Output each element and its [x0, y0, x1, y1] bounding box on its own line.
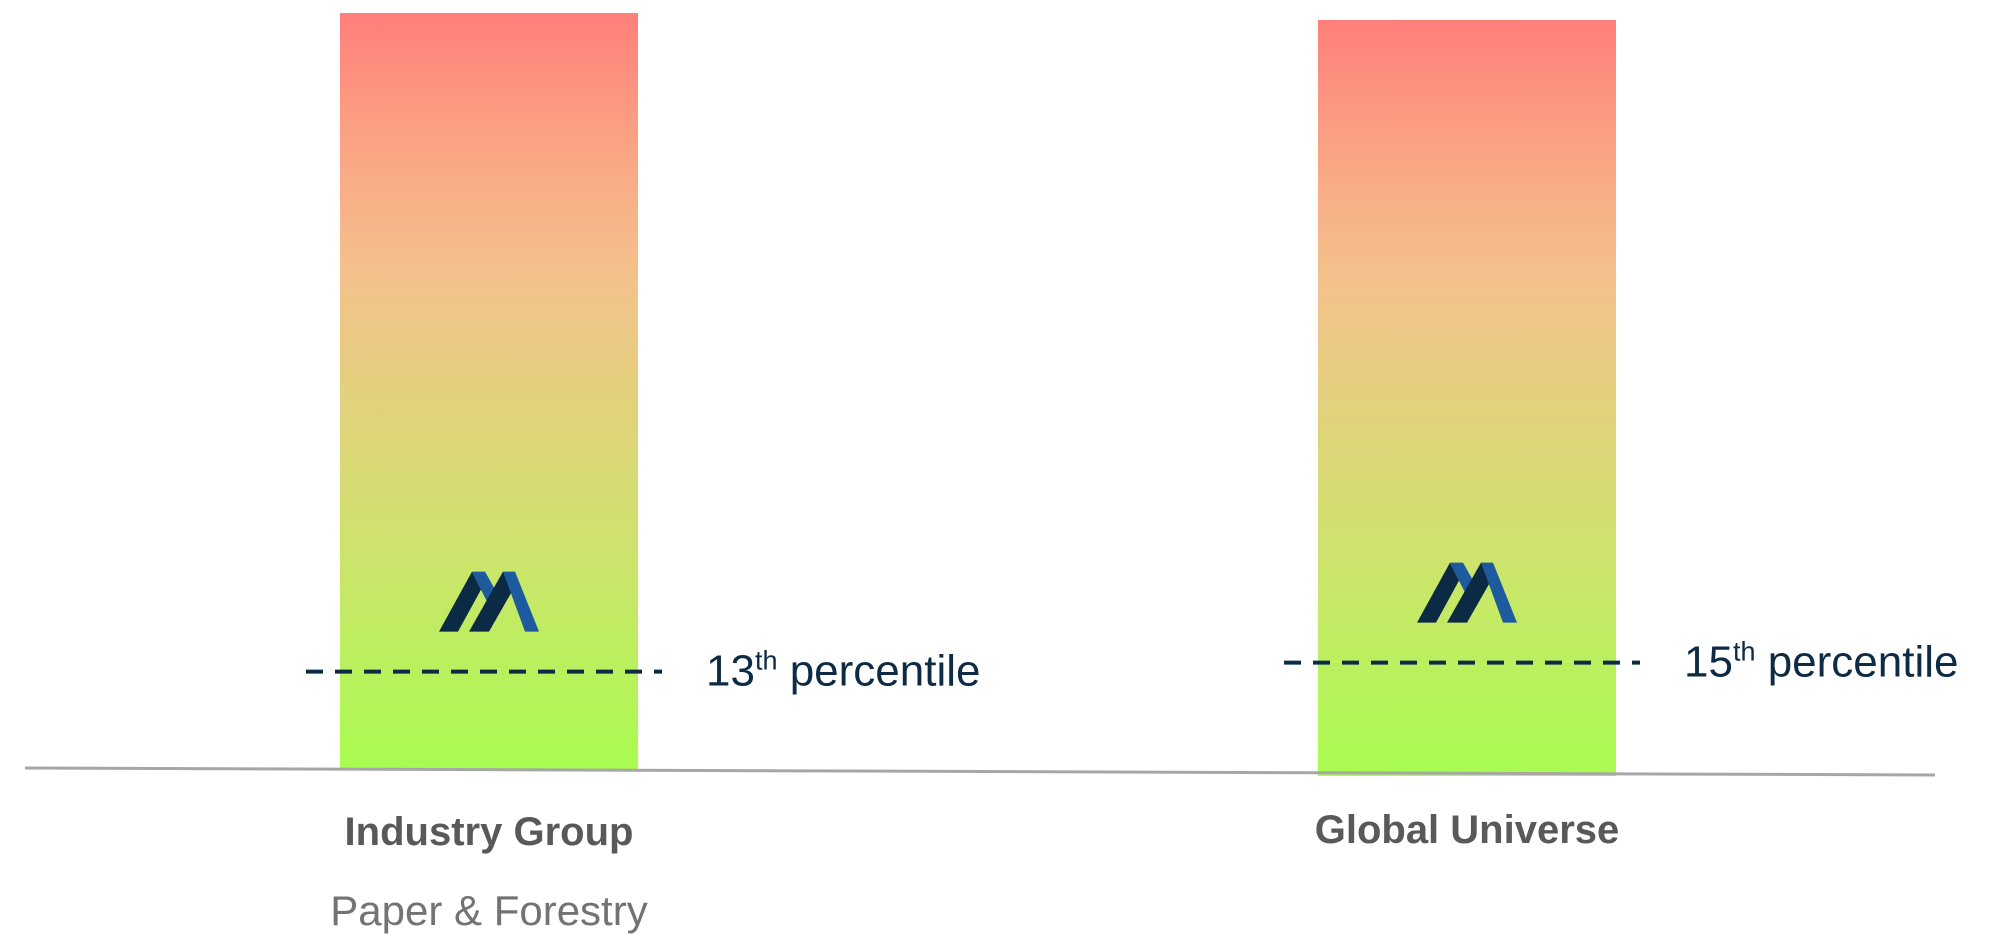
category-label: Industry Group	[345, 810, 634, 854]
bars-layer	[340, 13, 1616, 776]
percentile-word: percentile	[1755, 638, 1958, 687]
company-logo-m-icon	[439, 571, 539, 632]
category-label: Global Universe	[1315, 808, 1620, 852]
x-axis-baseline	[24, 766, 1936, 777]
subcategory-label: Paper & Forestry	[330, 887, 647, 934]
company-logo-m-icon	[1417, 562, 1517, 623]
overlay-layer	[306, 562, 1640, 674]
percentile-suffix: th	[1733, 637, 1756, 667]
bar-global-universe	[1318, 20, 1616, 776]
percentile-word: percentile	[777, 647, 980, 696]
percentile-label: 15th percentile	[1684, 637, 1959, 687]
percentile-value: 13	[706, 647, 755, 696]
bar-industry-group	[340, 13, 638, 770]
percentile-value: 15	[1684, 638, 1733, 687]
percentile-label: 13th percentile	[706, 646, 981, 696]
percentile-suffix: th	[755, 646, 778, 676]
